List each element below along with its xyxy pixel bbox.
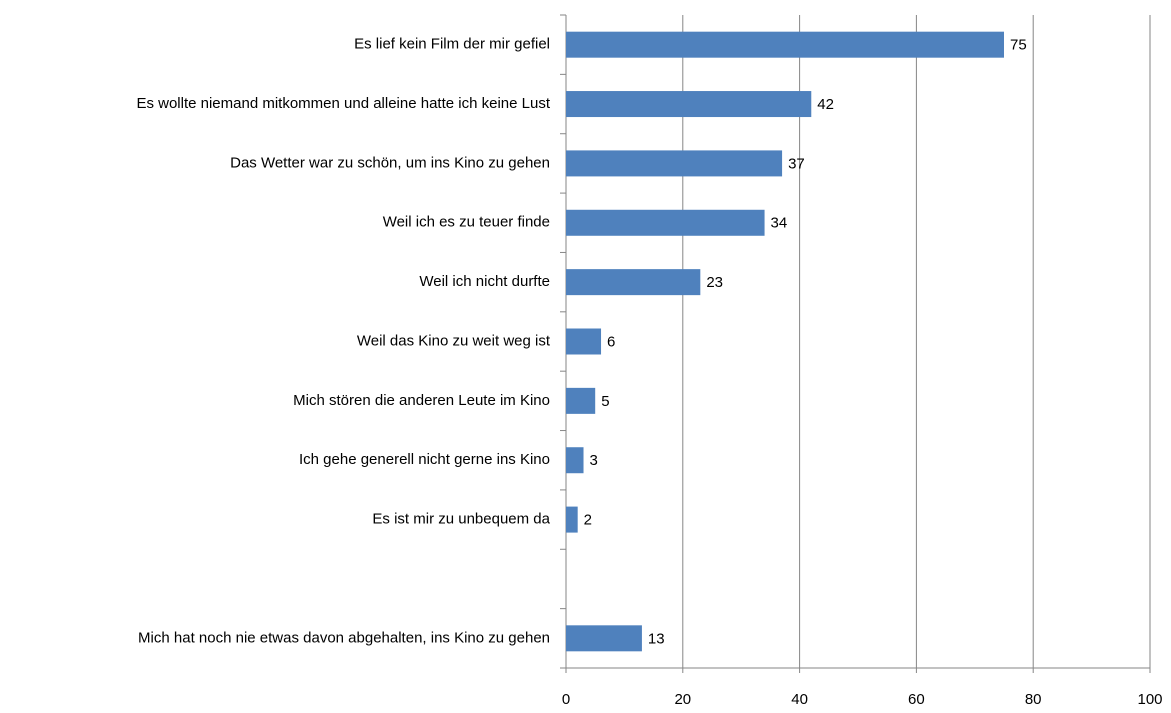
- bar: [566, 625, 642, 652]
- value-label: 13: [648, 630, 665, 647]
- bar: [566, 269, 701, 296]
- x-tick-label: 80: [1025, 691, 1042, 708]
- x-tick-label: 0: [562, 691, 570, 708]
- bar: [566, 150, 783, 177]
- value-label: 6: [607, 333, 615, 350]
- bar: [566, 506, 578, 533]
- value-label: 3: [590, 452, 598, 469]
- x-tick-label: 60: [908, 691, 925, 708]
- y-tick-label: Weil das Kino zu weit weg ist: [357, 332, 551, 349]
- y-tick-label: Mich hat noch nie etwas davon abgehalten…: [138, 629, 550, 646]
- y-tick-label: Es wollte niemand mitkommen und alleine …: [136, 95, 550, 112]
- value-label: 5: [601, 393, 609, 410]
- bar: [566, 387, 596, 414]
- bar: [566, 91, 812, 118]
- bar: [566, 328, 602, 355]
- value-label: 2: [584, 512, 592, 529]
- x-tick-label: 100: [1137, 691, 1162, 708]
- y-tick-label: Es lief kein Film der mir gefiel: [354, 36, 550, 53]
- value-label: 42: [817, 96, 834, 113]
- value-label: 34: [771, 215, 788, 232]
- value-label: 75: [1010, 37, 1027, 54]
- bar: [566, 447, 584, 474]
- y-tick-label: Weil ich es zu teuer finde: [383, 214, 550, 231]
- y-tick-label: Mich stören die anderen Leute im Kino: [293, 392, 550, 409]
- y-tick-label: Ich gehe generell nicht gerne ins Kino: [299, 451, 550, 468]
- x-tick-label: 40: [791, 691, 808, 708]
- bar: [566, 31, 1004, 58]
- y-tick-label: Es ist mir zu unbequem da: [372, 511, 550, 528]
- value-label: 37: [788, 155, 805, 172]
- bar: [566, 209, 765, 236]
- value-label: 23: [706, 274, 723, 291]
- x-tick-label: 20: [674, 691, 691, 708]
- y-tick-label: Das Wetter war zu schön, um ins Kino zu …: [230, 154, 550, 171]
- y-tick-label: Weil ich nicht durfte: [419, 273, 550, 290]
